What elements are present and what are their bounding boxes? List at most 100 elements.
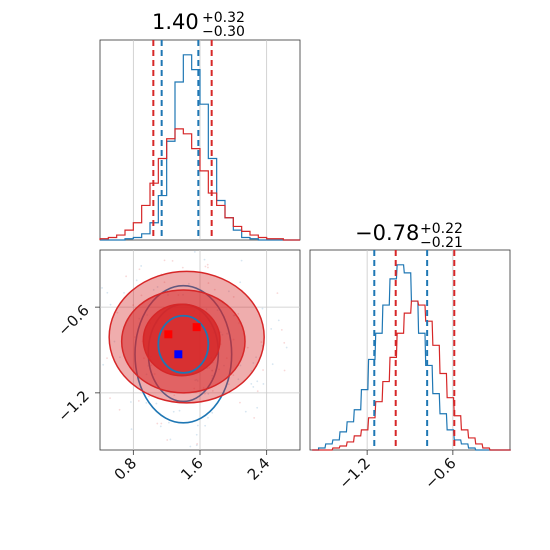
- sample-point: [135, 279, 138, 282]
- sample-point: [132, 304, 135, 307]
- sample-point: [207, 392, 210, 395]
- blue-marker: [174, 350, 183, 359]
- sample-point: [204, 265, 207, 268]
- sample-point: [207, 416, 209, 419]
- sample-point: [232, 295, 235, 298]
- sample-point: [250, 370, 253, 372]
- sample-point: [203, 258, 206, 261]
- sample-point: [160, 422, 163, 425]
- sample-point: [152, 288, 155, 291]
- sample-point: [211, 389, 214, 392]
- red-contour: [142, 303, 221, 377]
- sample-point: [156, 422, 159, 425]
- sample-point: [237, 312, 240, 315]
- sample-point: [283, 341, 286, 344]
- sample-point: [256, 380, 259, 383]
- sample-point: [262, 369, 264, 371]
- sample-point: [109, 303, 112, 306]
- sample-point: [277, 319, 280, 322]
- histogram-red: [99, 128, 300, 241]
- sample-point: [239, 401, 241, 404]
- sample-point: [163, 259, 166, 262]
- sample-point: [171, 259, 174, 262]
- sample-point: [246, 346, 249, 349]
- sample-point: [118, 408, 121, 411]
- red-marker: [164, 330, 173, 339]
- sample-point: [261, 307, 264, 310]
- title-minus: −0.30: [202, 24, 245, 40]
- sample-point: [237, 378, 240, 381]
- sample-point: [207, 282, 210, 284]
- sample-point: [155, 402, 158, 405]
- sample-point: [195, 433, 198, 436]
- x-tick-label: −1.2: [335, 454, 373, 492]
- hist-param-2-frame: [309, 249, 511, 451]
- y-tick-label: −1.2: [54, 387, 92, 425]
- sample-point: [271, 363, 274, 366]
- sample-point: [140, 265, 143, 267]
- sample-point: [213, 288, 216, 291]
- sample-point: [130, 428, 133, 431]
- sample-point: [106, 291, 109, 294]
- sample-point: [109, 397, 111, 400]
- sample-point: [206, 263, 209, 266]
- sample-point: [283, 369, 286, 372]
- title-plus: +0.32: [202, 10, 245, 26]
- title-minus: −0.21: [420, 235, 463, 251]
- sample-point: [148, 395, 150, 398]
- sample-point: [137, 400, 140, 402]
- x-tick-label: −0.6: [421, 454, 459, 492]
- sample-point: [276, 292, 279, 295]
- sample-point: [119, 356, 121, 359]
- sample-point: [252, 362, 255, 364]
- hist-param-1-title: 1.40 +0.32 −0.30: [152, 10, 245, 40]
- sample-point: [207, 266, 209, 269]
- sample-point: [250, 383, 253, 385]
- sample-point: [129, 401, 132, 403]
- hist-param-2-title: −0.78 +0.22 −0.21: [355, 221, 463, 251]
- histogram-blue: [100, 54, 300, 241]
- title-plus: +0.22: [420, 221, 463, 237]
- sample-point: [285, 346, 288, 349]
- sample-point: [239, 364, 242, 367]
- sample-point: [189, 445, 192, 448]
- sample-point: [195, 444, 198, 447]
- histogram-blue: [312, 264, 511, 451]
- sample-point: [244, 410, 247, 413]
- sample-point: [262, 383, 265, 385]
- sample-point: [196, 424, 199, 427]
- sample-point: [116, 311, 119, 314]
- y-tick-label: −0.6: [54, 301, 92, 339]
- sample-point: [178, 409, 181, 412]
- sample-point: [280, 328, 283, 331]
- x-tick-label: 2.4: [244, 454, 274, 484]
- sample-point: [270, 328, 273, 330]
- sample-point: [168, 421, 170, 424]
- x-tick-label: 0.8: [111, 454, 141, 484]
- sample-point: [145, 401, 148, 404]
- sample-point: [166, 439, 169, 441]
- sample-point: [196, 443, 199, 445]
- title-value: −0.78: [355, 221, 419, 245]
- sample-point: [113, 340, 116, 343]
- sample-point: [172, 410, 175, 413]
- sample-point: [253, 417, 256, 419]
- x-tick-label: 1.6: [177, 454, 207, 484]
- sample-point: [239, 281, 242, 284]
- blue-contour-inner: [157, 314, 210, 374]
- sample-point: [232, 374, 235, 377]
- sample-point: [260, 341, 263, 343]
- sample-point: [123, 292, 125, 294]
- sample-point: [138, 268, 141, 271]
- sample-point: [193, 250, 196, 253]
- title-value: 1.40: [152, 10, 199, 34]
- sample-point: [204, 392, 206, 395]
- sample-point: [227, 383, 230, 385]
- sample-point: [106, 357, 108, 360]
- sample-point: [159, 425, 162, 428]
- sample-point: [156, 286, 159, 288]
- sample-point: [187, 282, 190, 285]
- sample-point: [125, 275, 128, 278]
- sample-point: [163, 281, 166, 284]
